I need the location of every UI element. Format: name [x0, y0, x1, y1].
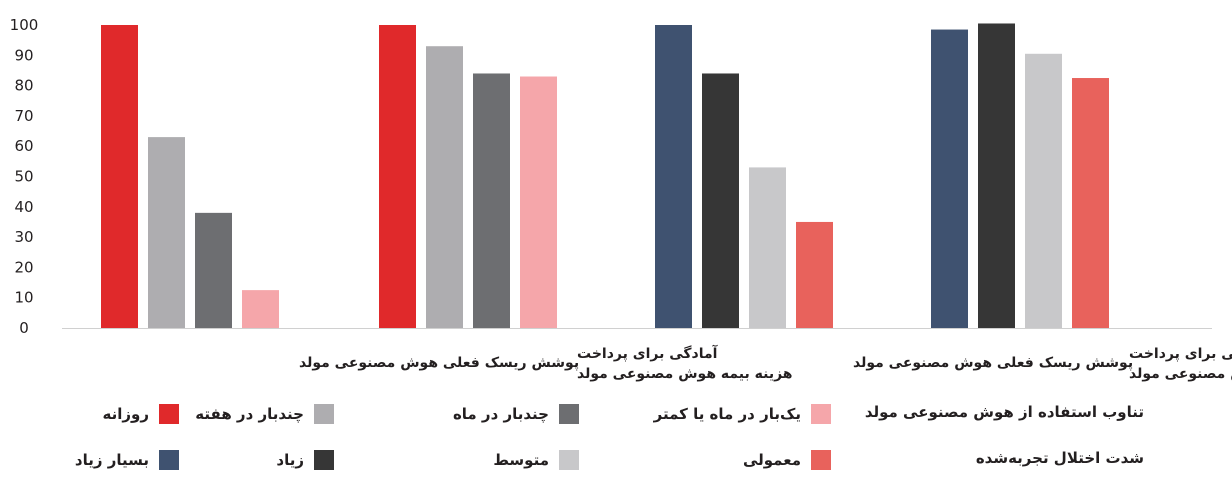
y-tick-label: 90 — [14, 46, 33, 64]
legend-item: زیاد — [276, 450, 334, 470]
bar — [148, 137, 185, 328]
bar — [379, 25, 416, 328]
bar — [749, 167, 786, 328]
category-label: آمادگی برای پرداخت — [577, 344, 719, 362]
legend-item: روزانه — [103, 404, 179, 424]
bar — [473, 73, 510, 328]
category-label: پوشش ریسک فعلی هوش مصنوعی مولد — [299, 355, 579, 371]
bar-chart: 0 10 20 30 40 50 60 70 80 90 100 پوشش ریسک فعلی هوش… — [10, 16, 1232, 382]
legend-swatch — [559, 450, 579, 470]
y-tick-label: 10 — [14, 289, 33, 307]
bar — [796, 221, 833, 328]
bar — [520, 76, 557, 328]
y-tick-label: 50 — [14, 168, 33, 186]
y-tick-label: 100 — [10, 16, 39, 34]
bar — [1072, 78, 1109, 329]
bar — [195, 212, 232, 328]
legend-item: متوسط — [493, 450, 579, 470]
y-tick-label: 60 — [14, 137, 33, 155]
legend-swatch — [159, 404, 179, 424]
y-tick-label: 70 — [14, 107, 33, 125]
y-tick-label: 0 — [19, 319, 29, 337]
category-label: هزینه بیمه هوش مصنوعی مولد — [1129, 366, 1232, 382]
legend-title-severity: شدت اختلال تجربه‌شده — [975, 449, 1144, 467]
y-tick-label: 80 — [14, 77, 33, 95]
legend-label: معمولی — [742, 451, 801, 469]
bar — [426, 46, 463, 329]
legend-item: چندبار در ماه — [453, 404, 579, 424]
legend-label: متوسط — [493, 451, 549, 469]
legend-item: یک‌بار در ماه یا کمتر — [654, 404, 831, 424]
legend-label: بسیار زیاد — [74, 451, 149, 469]
bar — [242, 290, 279, 328]
category-label: آمادگی برای پرداخت — [1129, 344, 1232, 362]
legend-label: روزانه — [102, 405, 149, 423]
legend-swatch — [159, 450, 179, 470]
legend-swatch — [314, 404, 334, 424]
legend-label: زیاد — [276, 451, 304, 469]
legend-swatch — [811, 450, 831, 470]
y-tick-label: 20 — [14, 258, 33, 276]
category-label: پوشش ریسک فعلی هوش مصنوعی مولد — [853, 355, 1133, 371]
bar — [931, 29, 968, 328]
legend-item: بسیار زیاد — [75, 450, 179, 470]
legend-swatch — [559, 404, 579, 424]
bar — [978, 23, 1015, 329]
y-tick-label: 40 — [14, 198, 33, 216]
bar — [1025, 53, 1062, 328]
bar — [655, 25, 692, 328]
bar — [101, 25, 138, 328]
legend-label: یک‌بار در ماه یا کمتر — [653, 405, 801, 423]
legend-swatch — [811, 404, 831, 424]
category-label: هزینه بیمه هوش مصنوعی مولد — [577, 366, 793, 382]
legend-label: چندبار در هفته — [195, 405, 304, 423]
bar — [702, 73, 739, 328]
legend-label: چندبار در ماه — [452, 405, 549, 423]
legend-title-frequency: تناوب استفاده از هوش مصنوعی مولد — [864, 403, 1144, 421]
legend-item: چندبار در هفته — [195, 404, 334, 424]
legend-swatch — [314, 450, 334, 470]
legend-item: معمولی — [743, 450, 831, 470]
y-tick-label: 30 — [14, 228, 33, 246]
